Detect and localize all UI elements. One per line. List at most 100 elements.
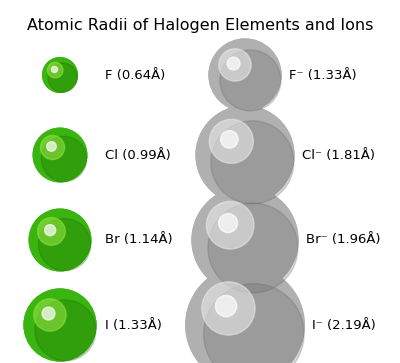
Circle shape: [227, 137, 263, 173]
Circle shape: [204, 284, 304, 363]
Circle shape: [31, 211, 89, 269]
Circle shape: [42, 307, 78, 342]
Circle shape: [43, 308, 77, 342]
Circle shape: [213, 123, 277, 187]
Circle shape: [212, 122, 278, 188]
Circle shape: [208, 288, 282, 362]
Circle shape: [211, 205, 279, 274]
Circle shape: [44, 309, 76, 341]
Circle shape: [49, 64, 71, 86]
Circle shape: [233, 64, 257, 87]
Circle shape: [220, 130, 270, 180]
Circle shape: [28, 293, 92, 358]
Text: F (0.64Å): F (0.64Å): [105, 69, 165, 82]
Circle shape: [38, 303, 82, 347]
Circle shape: [210, 120, 280, 190]
Circle shape: [198, 193, 292, 287]
Circle shape: [41, 221, 79, 259]
Circle shape: [46, 311, 74, 339]
Circle shape: [230, 60, 260, 90]
Circle shape: [205, 115, 285, 195]
Circle shape: [44, 139, 76, 171]
Circle shape: [33, 298, 87, 352]
Circle shape: [55, 70, 65, 80]
Circle shape: [218, 298, 272, 352]
Circle shape: [204, 284, 286, 363]
Circle shape: [54, 69, 66, 81]
Circle shape: [225, 55, 265, 95]
Circle shape: [36, 216, 84, 264]
Circle shape: [196, 276, 294, 363]
Circle shape: [43, 58, 77, 92]
Text: I (1.33Å): I (1.33Å): [105, 318, 162, 331]
Circle shape: [41, 306, 79, 344]
Text: Cl⁻ (1.81Å): Cl⁻ (1.81Å): [302, 148, 375, 162]
Circle shape: [45, 140, 75, 170]
Circle shape: [47, 62, 73, 88]
Circle shape: [52, 68, 68, 83]
Circle shape: [35, 300, 85, 350]
Circle shape: [44, 58, 76, 91]
Circle shape: [39, 134, 81, 176]
Circle shape: [211, 41, 279, 109]
Circle shape: [36, 301, 84, 349]
Circle shape: [220, 131, 238, 148]
Circle shape: [203, 113, 287, 197]
Circle shape: [196, 106, 294, 204]
Circle shape: [216, 296, 274, 354]
Circle shape: [197, 192, 293, 288]
Circle shape: [49, 64, 71, 86]
Circle shape: [30, 210, 90, 270]
Circle shape: [212, 42, 278, 109]
Circle shape: [47, 62, 63, 78]
Circle shape: [49, 314, 71, 336]
Circle shape: [198, 109, 292, 201]
Circle shape: [47, 142, 73, 168]
Circle shape: [34, 213, 86, 266]
Circle shape: [48, 313, 72, 337]
Circle shape: [45, 60, 75, 90]
Circle shape: [46, 226, 74, 254]
Circle shape: [192, 187, 298, 293]
Circle shape: [193, 273, 297, 363]
Circle shape: [208, 118, 282, 192]
Circle shape: [29, 209, 91, 271]
Circle shape: [31, 211, 89, 269]
Circle shape: [33, 213, 87, 267]
Circle shape: [50, 65, 70, 85]
Circle shape: [43, 138, 77, 172]
Circle shape: [45, 225, 56, 236]
Circle shape: [202, 112, 288, 198]
Circle shape: [217, 127, 273, 183]
Circle shape: [51, 146, 69, 164]
Circle shape: [217, 46, 273, 103]
Circle shape: [43, 58, 77, 92]
Circle shape: [201, 281, 289, 363]
Circle shape: [226, 306, 264, 344]
Circle shape: [47, 227, 73, 253]
Circle shape: [40, 220, 80, 260]
Circle shape: [215, 45, 275, 105]
Circle shape: [24, 289, 96, 361]
Circle shape: [34, 299, 86, 351]
Circle shape: [200, 280, 290, 363]
Circle shape: [44, 59, 76, 91]
Circle shape: [229, 139, 261, 171]
Circle shape: [48, 143, 72, 167]
Circle shape: [201, 111, 289, 199]
Circle shape: [196, 191, 294, 289]
Circle shape: [228, 58, 262, 91]
Circle shape: [33, 128, 87, 182]
Circle shape: [52, 67, 68, 83]
Circle shape: [54, 69, 66, 81]
Circle shape: [214, 44, 276, 106]
Circle shape: [222, 132, 268, 178]
Circle shape: [193, 188, 297, 292]
Circle shape: [42, 222, 78, 258]
Circle shape: [46, 141, 74, 169]
Circle shape: [32, 297, 88, 353]
Circle shape: [29, 209, 91, 271]
Circle shape: [202, 282, 288, 363]
Circle shape: [212, 292, 278, 358]
Circle shape: [206, 201, 254, 249]
